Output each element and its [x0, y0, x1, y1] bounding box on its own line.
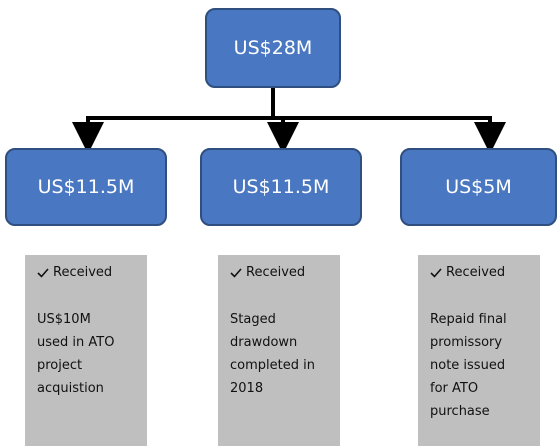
- note-line: note issued: [430, 358, 506, 373]
- status-row: Received: [230, 265, 340, 280]
- root-label: US$28M: [233, 37, 313, 59]
- node-box: US$5M: [400, 148, 557, 226]
- status-row: Received: [430, 265, 540, 280]
- note-line: purchase: [430, 404, 490, 419]
- status-text: Received: [53, 265, 113, 280]
- node-box: US$11.5M: [5, 148, 167, 226]
- node-label: US$11.5M: [37, 176, 135, 198]
- check-icon: [430, 267, 442, 278]
- status-row: Received: [37, 265, 147, 280]
- node-label: US$11.5M: [232, 176, 330, 198]
- note-line: drawdown: [230, 335, 298, 350]
- note-line: 2018: [230, 381, 264, 396]
- note-line: for ATO: [430, 381, 479, 396]
- status-text: Received: [446, 265, 506, 280]
- note-box: Received Repaid final promissory note issue…: [418, 255, 540, 446]
- note-box: Received US$10M used in ATO project acquisti…: [25, 255, 147, 446]
- note-line: Repaid final: [430, 312, 507, 327]
- note-line: promissory: [430, 335, 503, 350]
- check-icon: [37, 267, 49, 278]
- note-line: used in ATO: [37, 335, 115, 350]
- node-box: US$11.5M: [200, 148, 362, 226]
- note-line: Staged: [230, 312, 276, 327]
- root-box: US$28M: [205, 8, 341, 88]
- note-line: acquistion: [37, 381, 104, 396]
- check-icon: [230, 267, 242, 278]
- note-line: completed in: [230, 358, 315, 373]
- status-text: Received: [246, 265, 306, 280]
- node-label: US$5M: [445, 176, 512, 198]
- note-line: US$10M: [37, 312, 91, 327]
- note-line: project: [37, 358, 83, 373]
- note-box: Received Staged drawdown completed in 2018: [218, 255, 340, 446]
